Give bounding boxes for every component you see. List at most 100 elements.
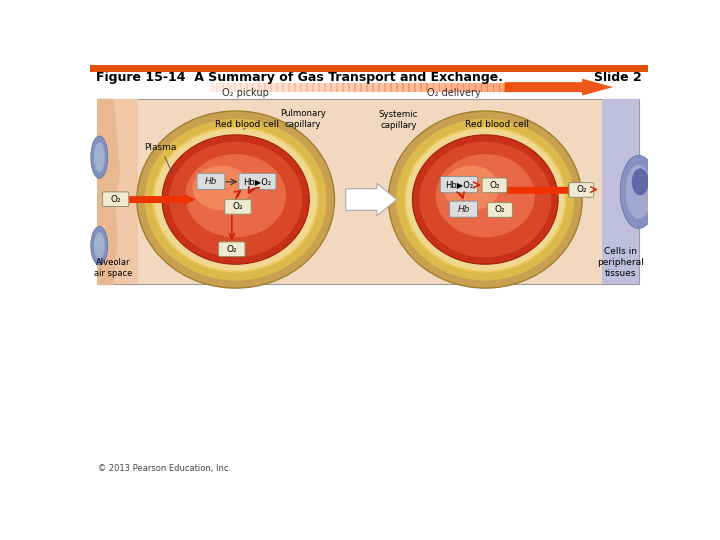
Bar (354, 83, 362, 92)
Text: Figure 15-14  A Summary of Gas Transport and Exchange.: Figure 15-14 A Summary of Gas Transport … (96, 71, 503, 84)
FancyBboxPatch shape (569, 183, 594, 197)
Bar (462, 83, 470, 92)
FancyArrow shape (129, 194, 195, 205)
Bar (294, 83, 302, 92)
Bar (366, 83, 374, 92)
Bar (469, 83, 477, 92)
Bar (324, 83, 332, 92)
Text: O₂: O₂ (227, 245, 237, 254)
Bar (420, 83, 428, 92)
Ellipse shape (169, 142, 302, 257)
Bar (342, 83, 350, 92)
Bar (487, 83, 495, 92)
Bar (330, 83, 338, 92)
Bar (361, 83, 368, 92)
Bar (300, 83, 308, 92)
Ellipse shape (388, 111, 582, 288)
Text: Cells in
peripheral
tissues: Cells in peripheral tissues (598, 247, 644, 278)
Bar (282, 83, 290, 92)
Bar (258, 83, 266, 92)
Text: Systemic
capillary: Systemic capillary (379, 110, 418, 130)
Bar (390, 83, 398, 92)
Ellipse shape (91, 136, 108, 178)
FancyBboxPatch shape (239, 173, 276, 190)
Bar (90, 65, 648, 72)
Ellipse shape (137, 111, 335, 288)
Text: O₂: O₂ (233, 202, 243, 211)
Bar (312, 83, 320, 92)
Bar (415, 83, 422, 92)
Bar (306, 83, 314, 92)
Bar (379, 83, 386, 92)
Ellipse shape (154, 129, 317, 271)
Ellipse shape (162, 135, 310, 264)
Bar (499, 83, 506, 92)
Bar (426, 83, 434, 92)
Bar (384, 83, 392, 92)
Ellipse shape (413, 135, 558, 264)
Bar (98, 99, 639, 284)
Ellipse shape (631, 168, 649, 195)
Ellipse shape (94, 232, 104, 259)
Ellipse shape (406, 129, 564, 271)
Text: Plasma: Plasma (144, 143, 176, 174)
Text: Hb: Hb (204, 177, 217, 186)
FancyBboxPatch shape (102, 192, 129, 206)
Text: O₂ delivery: O₂ delivery (428, 87, 481, 98)
Text: Slide 2: Slide 2 (594, 71, 642, 84)
Bar (246, 83, 254, 92)
Bar (505, 83, 513, 92)
Text: Hb▶O₂: Hb▶O₂ (445, 180, 473, 189)
FancyBboxPatch shape (197, 173, 225, 190)
FancyBboxPatch shape (449, 201, 477, 217)
Bar (270, 83, 278, 92)
Ellipse shape (91, 226, 108, 265)
Ellipse shape (419, 142, 551, 257)
Polygon shape (98, 99, 120, 284)
Text: Alveolar
air space: Alveolar air space (94, 258, 132, 278)
Bar (372, 83, 380, 92)
Text: Hb▶O₂: Hb▶O₂ (243, 177, 271, 186)
FancyBboxPatch shape (482, 178, 507, 193)
FancyBboxPatch shape (219, 242, 245, 256)
Bar (276, 83, 284, 92)
Bar (210, 83, 218, 92)
Text: O₂: O₂ (576, 185, 587, 194)
Bar (348, 83, 356, 92)
Ellipse shape (145, 119, 327, 280)
Bar (264, 83, 272, 92)
Bar (318, 83, 326, 92)
Bar (252, 83, 260, 92)
Text: Red blood cell: Red blood cell (215, 119, 279, 129)
Bar (444, 83, 452, 92)
Ellipse shape (436, 154, 535, 237)
Bar (397, 83, 404, 92)
Bar (216, 83, 224, 92)
Ellipse shape (185, 154, 286, 237)
Text: Red blood cell: Red blood cell (465, 119, 529, 129)
Bar (98, 99, 138, 284)
Ellipse shape (404, 126, 567, 273)
Bar (438, 83, 446, 92)
Bar (336, 83, 344, 92)
Text: O₂: O₂ (110, 194, 121, 204)
Text: Hb: Hb (457, 205, 470, 214)
Bar (433, 83, 440, 92)
Bar (288, 83, 296, 92)
FancyArrow shape (506, 185, 579, 196)
FancyBboxPatch shape (441, 177, 477, 193)
Bar (222, 83, 230, 92)
Text: O₂: O₂ (495, 205, 505, 214)
Bar (601, 99, 639, 284)
Ellipse shape (444, 166, 499, 210)
Bar (456, 83, 464, 92)
Bar (480, 83, 488, 92)
Text: Pulmonary
capillary: Pulmonary capillary (280, 109, 326, 129)
Text: O₂ pickup: O₂ pickup (222, 87, 269, 98)
Bar (228, 83, 236, 92)
Bar (408, 83, 416, 92)
Ellipse shape (396, 119, 575, 280)
Ellipse shape (153, 126, 319, 273)
Bar (451, 83, 459, 92)
FancyBboxPatch shape (487, 202, 513, 217)
